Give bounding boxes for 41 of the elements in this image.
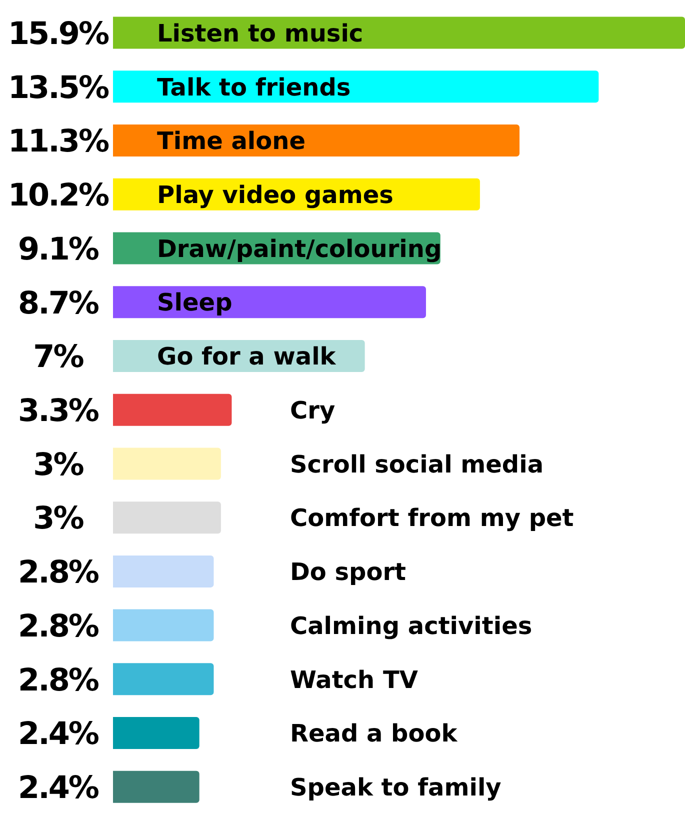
data-label: 11.3% [8,124,110,160]
data-label: 2.8% [18,608,100,644]
bar [113,124,520,157]
y-tick-label: Talk to friends [157,73,351,102]
bar [113,663,214,696]
data-label: 13.5% [8,70,110,106]
bar [113,555,214,588]
bar [113,394,232,426]
data-label: 2.4% [18,716,100,752]
data-label: 3% [33,446,84,483]
y-tick-label: Do sport [290,558,406,586]
y-tick-label: Play video games [157,181,394,210]
y-tick-label: Listen to music [157,19,364,48]
data-label: 2.8% [18,662,100,698]
bar [113,770,200,803]
data-label: 9.1% [18,231,100,268]
bar [113,16,685,49]
data-label: 7% [33,339,84,376]
y-tick-label: Read a book [290,720,458,748]
y-tick-label: Time alone [157,127,306,156]
bar [113,448,221,480]
bar [113,717,200,750]
y-tick-label: Calming activities [290,612,532,640]
bar [113,286,426,318]
y-tick-label: Watch TV [290,666,418,694]
data-label: 2.8% [18,554,100,591]
y-tick-label: Sleep [157,288,232,317]
bar [113,502,221,534]
y-tick-label: Comfort from my pet [290,504,574,532]
data-label: 3% [33,500,84,537]
y-tick-label: Speak to family [290,774,502,802]
y-tick-label: Cry [290,396,336,424]
y-tick-label: Scroll social media [290,450,544,478]
data-label: 15.9% [8,16,110,52]
y-tick-label: Draw/paint/colouring [157,234,442,263]
data-label: 8.7% [18,285,100,322]
bar [113,609,214,642]
data-label: 2.4% [18,770,100,806]
data-label: 10.2% [8,178,110,214]
y-tick-label: Go for a walk [157,342,337,371]
data-label: 3.3% [18,393,100,429]
